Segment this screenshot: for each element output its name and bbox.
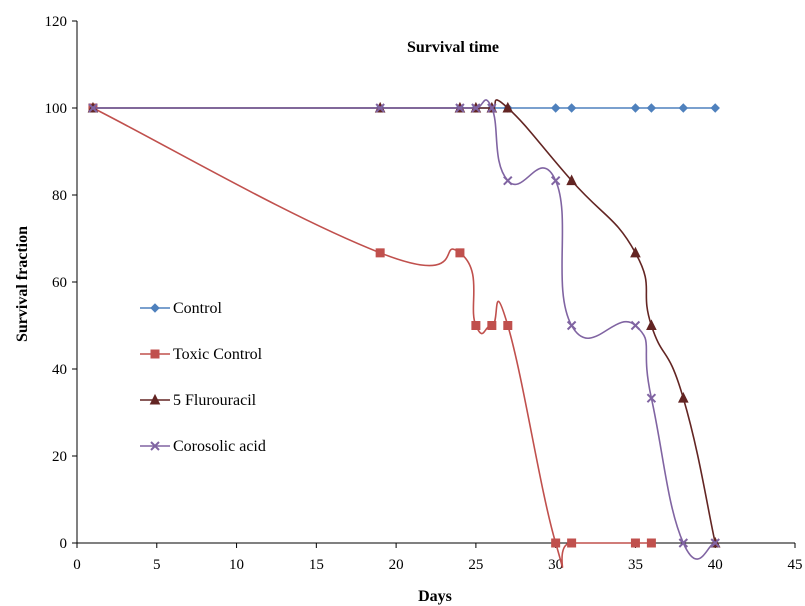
data-point-control [630, 103, 641, 113]
series-layer [87, 99, 721, 568]
legend-label-toxic-control: Toxic Control [173, 346, 263, 363]
data-point-corosolic-acid [550, 175, 561, 186]
y-tick-label: 120 [45, 14, 68, 30]
data-point-corosolic-acid [503, 175, 513, 186]
series-5-flurouracil [87, 99, 721, 548]
x-tick-label: 40 [708, 557, 723, 573]
x-tick-label: 5 [153, 557, 161, 573]
x-tick-label: 45 [788, 557, 803, 573]
y-axis-label: Survival fraction [14, 226, 31, 342]
legend-label-corosolic-acid: Corosolic acid [173, 438, 266, 455]
data-point-5-flurouracil [678, 392, 689, 403]
x-tick-label: 35 [628, 557, 643, 573]
legend: Control Toxic Control 5 Flurouracil Corosol… [140, 300, 266, 455]
data-point-toxic-control [567, 538, 577, 548]
x-tick-label: 15 [309, 557, 324, 573]
x-tick-label: 25 [468, 557, 483, 573]
data-point-corosolic-acid [487, 103, 497, 113]
y-tick-label: 100 [45, 101, 68, 117]
data-point-control [678, 103, 689, 113]
y-tick-label: 60 [52, 275, 67, 291]
data-point-toxic-control [503, 321, 513, 330]
x-axis-label: Days [418, 588, 452, 605]
data-point-corosolic-acid [710, 538, 720, 548]
legend-item-toxic-control: Toxic Control [140, 346, 263, 363]
legend-item-corosolic-acid: Corosolic acid [140, 438, 266, 455]
data-point-corosolic-acid [375, 103, 385, 113]
legend-marker-toxic-control [150, 349, 160, 359]
data-point-corosolic-acid [471, 103, 481, 113]
data-point-5-flurouracil [646, 319, 657, 330]
series-corosolic-acid [88, 99, 720, 560]
data-point-corosolic-acid [88, 103, 98, 113]
x-tick-label: 0 [73, 557, 81, 573]
legend-marker-5-flurouracil [149, 393, 161, 405]
data-point-toxic-control [375, 248, 385, 258]
data-point-control [550, 103, 561, 113]
legend-label-control: Control [173, 300, 222, 317]
y-tick-label: 0 [60, 536, 68, 552]
data-point-toxic-control [471, 321, 481, 330]
data-point-toxic-control [646, 538, 656, 548]
data-point-corosolic-acid [566, 320, 577, 331]
legend-label-5-flurouracil: 5 Flurouracil [173, 392, 257, 409]
legend-marker-control [150, 303, 160, 313]
x-tick-label: 10 [229, 557, 244, 573]
data-point-5-flurouracil [502, 101, 514, 113]
chart-title: Survival time [407, 39, 499, 56]
data-point-control [646, 103, 657, 113]
axes: 0 5 10 15 20 25 30 35 40 45 0 20 40 60 80 100 120 [45, 14, 803, 573]
x-tick-label: 20 [389, 557, 404, 573]
legend-marker-corosolic-acid [150, 441, 160, 451]
data-point-toxic-control [551, 538, 561, 548]
y-tick-label: 40 [52, 362, 67, 378]
data-point-corosolic-acid [455, 103, 465, 113]
y-tick-label: 80 [52, 188, 67, 204]
data-point-toxic-control [487, 321, 497, 330]
legend-item-5-flurouracil: 5 Flurouracil [140, 392, 257, 409]
data-point-control [566, 103, 577, 113]
legend-item-control: Control [140, 300, 222, 317]
x-tick-label: 30 [548, 557, 563, 573]
data-point-5-flurouracil [566, 174, 577, 186]
data-point-corosolic-acid [630, 320, 641, 331]
data-point-control [710, 103, 720, 113]
data-point-toxic-control [455, 248, 465, 258]
series-line-corosolic-acid [92, 99, 716, 560]
data-point-5-flurouracil [630, 246, 641, 258]
data-point-corosolic-acid [646, 393, 657, 403]
y-tick-label: 20 [52, 449, 67, 465]
data-point-corosolic-acid [678, 538, 689, 548]
series-toxic-control [88, 103, 656, 568]
data-point-toxic-control [630, 538, 640, 548]
